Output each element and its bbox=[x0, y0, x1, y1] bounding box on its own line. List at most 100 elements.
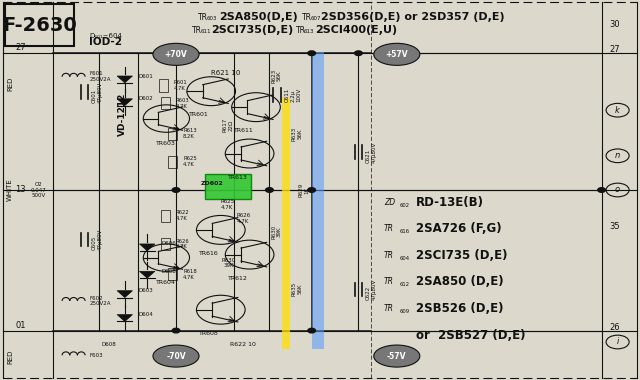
Text: 2SA850 (D,E): 2SA850 (D,E) bbox=[416, 276, 504, 288]
Bar bbox=[205, 174, 251, 199]
Circle shape bbox=[598, 188, 605, 192]
Text: 604: 604 bbox=[400, 256, 410, 261]
Text: TR: TR bbox=[302, 13, 312, 22]
Text: k: k bbox=[615, 106, 620, 115]
Text: -70V: -70V bbox=[166, 352, 186, 361]
Bar bbox=[161, 97, 170, 109]
Polygon shape bbox=[117, 315, 132, 321]
Text: TR: TR bbox=[296, 26, 306, 35]
Text: 607: 607 bbox=[310, 16, 321, 21]
Bar bbox=[5, 4, 74, 46]
Text: 2SD356(D,E) or 2SD357 (D,E): 2SD356(D,E) or 2SD357 (D,E) bbox=[321, 12, 505, 22]
Text: R635
56K: R635 56K bbox=[292, 282, 302, 296]
Text: R621 10: R621 10 bbox=[211, 70, 241, 76]
Text: TR603: TR603 bbox=[156, 141, 177, 146]
Text: R629
1K: R629 1K bbox=[299, 183, 309, 197]
Bar bbox=[168, 156, 177, 168]
Text: TR: TR bbox=[384, 224, 394, 233]
Text: D₆₀₁~604: D₆₀₁~604 bbox=[89, 33, 122, 39]
Text: D606: D606 bbox=[161, 241, 176, 247]
Bar bbox=[168, 268, 177, 280]
Text: R617
22Ω: R617 22Ω bbox=[223, 118, 233, 132]
Text: F-2630: F-2630 bbox=[3, 16, 77, 35]
Text: D608: D608 bbox=[101, 342, 116, 347]
Text: WHITE: WHITE bbox=[7, 179, 13, 201]
Text: 616: 616 bbox=[400, 229, 410, 234]
Circle shape bbox=[308, 328, 316, 333]
Text: 603: 603 bbox=[207, 16, 217, 21]
Text: D608: D608 bbox=[161, 269, 176, 274]
Polygon shape bbox=[140, 271, 155, 278]
Text: 602: 602 bbox=[400, 203, 410, 208]
Text: D603: D603 bbox=[139, 288, 154, 293]
Text: C605
47μ80V: C605 47μ80V bbox=[92, 229, 103, 250]
Bar bbox=[159, 79, 168, 92]
Text: TR608: TR608 bbox=[199, 331, 218, 336]
Circle shape bbox=[172, 51, 180, 55]
Text: R630
39K: R630 39K bbox=[221, 258, 236, 268]
Text: 2SB526 (D,E): 2SB526 (D,E) bbox=[416, 302, 504, 315]
Text: TR612: TR612 bbox=[227, 276, 248, 281]
Text: 2SCI735(D,E): 2SCI735(D,E) bbox=[211, 25, 294, 35]
Text: -57V: -57V bbox=[387, 352, 406, 361]
Text: TR611: TR611 bbox=[234, 128, 253, 133]
Text: ZD: ZD bbox=[384, 198, 395, 207]
Text: F602
250V2A: F602 250V2A bbox=[90, 296, 111, 306]
Text: 2SCI400(E,U): 2SCI400(E,U) bbox=[315, 25, 397, 35]
Text: RD-13E(B): RD-13E(B) bbox=[416, 196, 484, 209]
Text: TR613: TR613 bbox=[227, 175, 248, 180]
Polygon shape bbox=[117, 99, 132, 106]
Text: F601
250V2A: F601 250V2A bbox=[90, 71, 111, 82]
Text: R622 10: R622 10 bbox=[230, 342, 256, 347]
Bar bbox=[161, 210, 170, 222]
Polygon shape bbox=[117, 76, 132, 83]
Text: C611
2.2μ
100V: C611 2.2μ 100V bbox=[285, 88, 301, 102]
Ellipse shape bbox=[374, 345, 420, 367]
Text: 01: 01 bbox=[15, 321, 26, 330]
Text: 27: 27 bbox=[609, 45, 620, 54]
Ellipse shape bbox=[153, 345, 199, 367]
Text: R625
4.7K: R625 4.7K bbox=[183, 157, 196, 167]
Text: R625
4.7K: R625 4.7K bbox=[220, 199, 234, 210]
Circle shape bbox=[266, 188, 273, 192]
Text: R623
56K: R623 56K bbox=[271, 69, 282, 83]
Text: R603
4.7K: R603 4.7K bbox=[175, 98, 189, 109]
Polygon shape bbox=[117, 291, 132, 298]
Text: TR: TR bbox=[384, 277, 394, 287]
Text: TR: TR bbox=[192, 26, 202, 35]
Text: 611: 611 bbox=[200, 29, 211, 34]
Polygon shape bbox=[140, 244, 155, 251]
Text: 2SA850(D,E): 2SA850(D,E) bbox=[219, 12, 298, 22]
Text: R626
4.7K: R626 4.7K bbox=[175, 239, 189, 249]
Text: C622
47μ80V: C622 47μ80V bbox=[366, 279, 377, 300]
Text: 609: 609 bbox=[400, 309, 410, 314]
Text: 613: 613 bbox=[304, 29, 314, 34]
Circle shape bbox=[172, 328, 180, 333]
Text: D602: D602 bbox=[139, 96, 154, 101]
Ellipse shape bbox=[374, 43, 420, 65]
Text: R601
4.7K: R601 4.7K bbox=[173, 80, 187, 91]
Text: 30: 30 bbox=[609, 20, 620, 29]
Text: TR604: TR604 bbox=[156, 280, 177, 285]
Circle shape bbox=[172, 188, 180, 192]
Text: n: n bbox=[615, 151, 620, 160]
Text: i: i bbox=[616, 337, 619, 347]
Text: o: o bbox=[615, 185, 620, 195]
Text: 27: 27 bbox=[15, 43, 26, 52]
Text: 2SCI735 (D,E): 2SCI735 (D,E) bbox=[416, 249, 508, 262]
Circle shape bbox=[308, 188, 316, 192]
Circle shape bbox=[355, 51, 362, 55]
Text: C621
47μ80V: C621 47μ80V bbox=[366, 141, 377, 163]
Text: IOD-2: IOD-2 bbox=[89, 37, 122, 47]
Text: TR: TR bbox=[198, 13, 209, 22]
Text: R613
8.2K: R613 8.2K bbox=[183, 128, 196, 139]
Text: O2
0.047
500V: O2 0.047 500V bbox=[31, 182, 46, 198]
Text: RED: RED bbox=[7, 76, 13, 91]
Text: TR616: TR616 bbox=[199, 251, 218, 256]
Ellipse shape bbox=[153, 43, 199, 65]
Text: TR601: TR601 bbox=[189, 112, 209, 117]
Text: F603: F603 bbox=[90, 353, 103, 358]
Text: +57V: +57V bbox=[385, 50, 408, 59]
Text: TR: TR bbox=[384, 251, 394, 260]
Text: 35: 35 bbox=[609, 222, 620, 231]
